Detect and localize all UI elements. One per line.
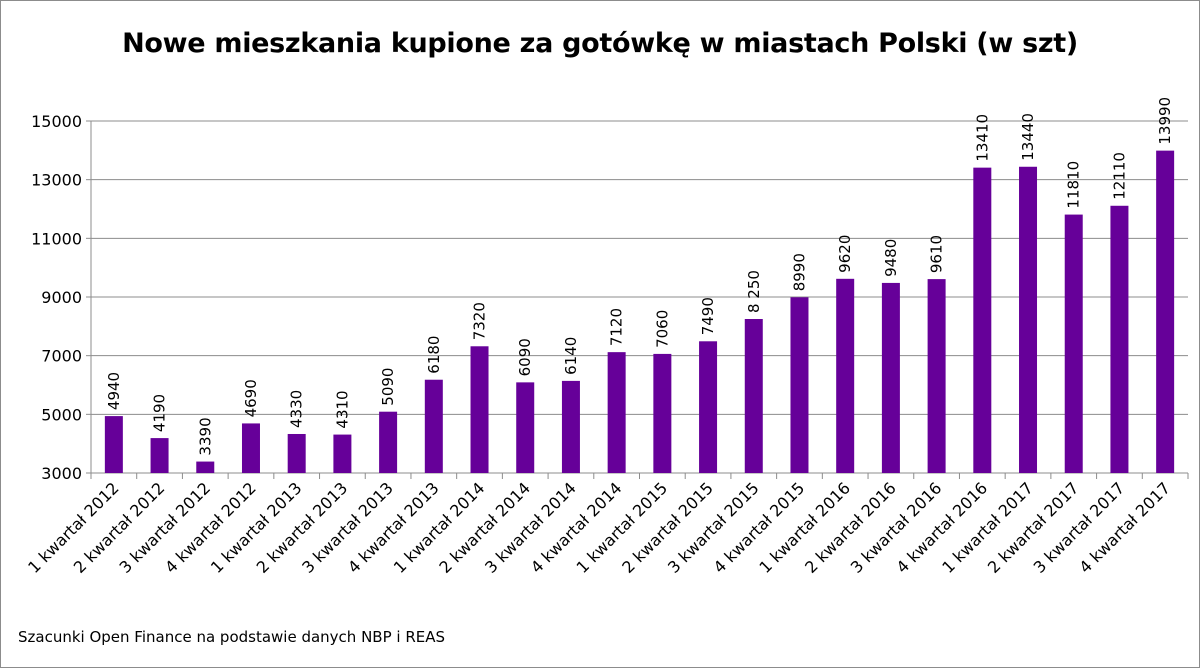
bar <box>424 379 443 473</box>
bars <box>104 150 1175 474</box>
y-tick-label: 11000 <box>31 229 82 248</box>
bar <box>379 411 398 473</box>
bar <box>836 278 855 473</box>
data-label: 11810 <box>1065 161 1083 209</box>
y-tick-label: 13000 <box>31 171 82 190</box>
data-labels: 4940 4190 3390 4690 4330 4310 5090 6180 7320 6090… <box>105 97 1174 456</box>
bar <box>1110 205 1129 474</box>
bar <box>516 382 535 473</box>
bar <box>927 279 946 473</box>
data-label: 9620 <box>836 235 854 273</box>
y-tick-label: 15000 <box>31 112 82 131</box>
bar <box>973 167 992 473</box>
data-label: 7060 <box>653 310 671 348</box>
bar <box>607 352 626 473</box>
bar <box>104 416 123 473</box>
y-tick-label: 5000 <box>41 405 82 424</box>
data-label: 4310 <box>333 390 351 428</box>
bar <box>287 433 306 473</box>
data-label: 3390 <box>196 417 214 455</box>
chart-title: Nowe mieszkania kupione za gotówkę w mia… <box>122 28 1078 59</box>
data-label: 13410 <box>973 114 991 162</box>
bar <box>196 461 215 473</box>
data-label: 13990 <box>1156 97 1174 145</box>
data-label: 9610 <box>928 235 946 273</box>
data-label: 4330 <box>288 390 306 428</box>
data-label: 7490 <box>699 297 717 335</box>
data-label: 9480 <box>882 239 900 277</box>
bar <box>790 297 809 473</box>
bar <box>241 423 260 473</box>
y-tick-label: 9000 <box>41 288 82 307</box>
data-label: 4190 <box>151 394 169 432</box>
data-label: 8990 <box>790 253 808 291</box>
data-label: 4690 <box>242 379 260 417</box>
data-label: 8 250 <box>745 270 763 313</box>
bar <box>1064 214 1083 473</box>
bar <box>744 319 763 473</box>
data-label: 6180 <box>425 336 443 374</box>
data-label: 6090 <box>516 338 534 376</box>
chart-footnote: Szacunki Open Finance na podstawie danyc… <box>18 628 446 646</box>
data-label: 7320 <box>471 302 489 340</box>
bar <box>1156 150 1175 474</box>
y-tick-label: 3000 <box>41 464 82 483</box>
data-label: 4940 <box>105 372 123 410</box>
bar <box>699 341 718 473</box>
data-label: 12110 <box>1110 152 1128 200</box>
bar <box>333 434 352 473</box>
data-label: 7120 <box>608 308 626 346</box>
bar <box>1019 166 1038 473</box>
data-label: 5090 <box>379 368 397 406</box>
data-label: 6140 <box>562 337 580 375</box>
gridlines <box>91 120 1188 415</box>
bar <box>881 282 900 473</box>
bar <box>150 438 169 473</box>
axes: 3000 5000 7000 9000 11000 13000 15000 <box>31 112 1189 483</box>
bar <box>561 380 580 473</box>
y-tick-label: 7000 <box>41 347 82 366</box>
bar <box>653 353 672 473</box>
bar <box>470 346 489 473</box>
data-label: 13440 <box>1019 113 1037 161</box>
